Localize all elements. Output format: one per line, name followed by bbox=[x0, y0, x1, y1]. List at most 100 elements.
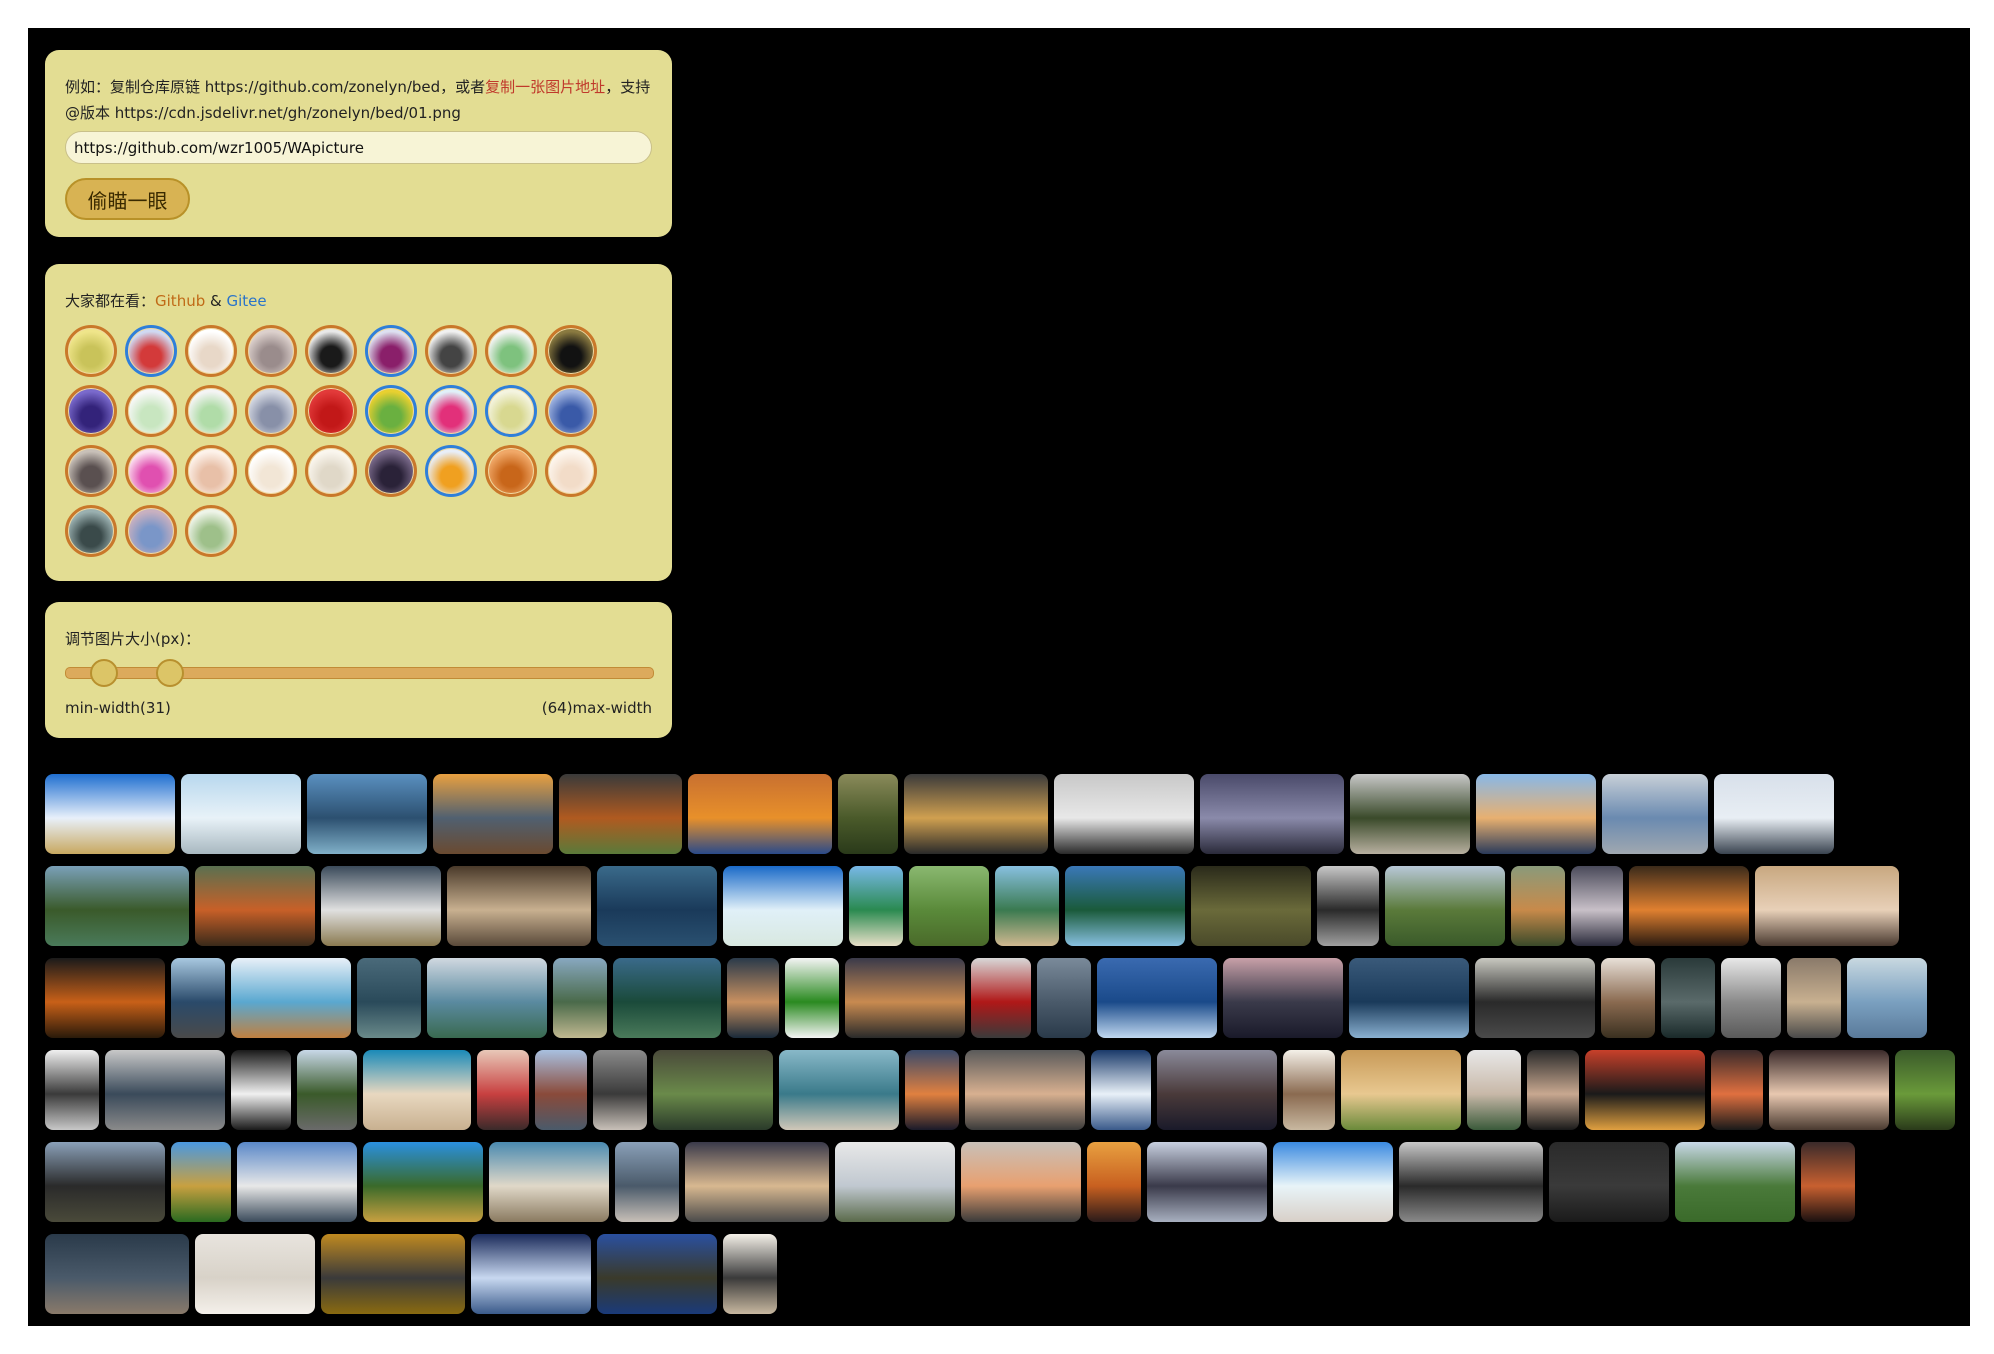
repo-avatar-icon[interactable] bbox=[185, 325, 237, 377]
gallery-thumbnail[interactable] bbox=[45, 866, 189, 946]
repo-avatar-icon[interactable] bbox=[185, 385, 237, 437]
gallery-thumbnail[interactable] bbox=[1054, 774, 1194, 854]
gallery-thumbnail[interactable] bbox=[535, 1050, 587, 1130]
repo-avatar-icon[interactable] bbox=[305, 385, 357, 437]
peek-button[interactable]: 偷瞄一眼 bbox=[65, 178, 190, 220]
gallery-thumbnail[interactable] bbox=[779, 1050, 899, 1130]
repo-avatar-icon[interactable] bbox=[485, 445, 537, 497]
gallery-thumbnail[interactable] bbox=[45, 1234, 189, 1314]
gallery-thumbnail[interactable] bbox=[961, 1142, 1081, 1222]
repo-avatar-icon[interactable] bbox=[425, 325, 477, 377]
gallery-thumbnail[interactable] bbox=[1629, 866, 1749, 946]
gallery-thumbnail[interactable] bbox=[1801, 1142, 1855, 1222]
copy-image-url-link[interactable]: 复制一张图片地址 bbox=[485, 78, 606, 96]
gallery-thumbnail[interactable] bbox=[1601, 958, 1655, 1038]
gallery-thumbnail[interactable] bbox=[1721, 958, 1781, 1038]
gallery-thumbnail[interactable] bbox=[427, 958, 547, 1038]
gallery-thumbnail[interactable] bbox=[1341, 1050, 1461, 1130]
gallery-thumbnail[interactable] bbox=[105, 1050, 225, 1130]
gallery-thumbnail[interactable] bbox=[1787, 958, 1841, 1038]
gallery-thumbnail[interactable] bbox=[613, 958, 721, 1038]
gallery-thumbnail[interactable] bbox=[1147, 1142, 1267, 1222]
repo-avatar-icon[interactable] bbox=[245, 325, 297, 377]
gallery-thumbnail[interactable] bbox=[171, 958, 225, 1038]
gallery-thumbnail[interactable] bbox=[45, 958, 165, 1038]
size-range-track[interactable] bbox=[65, 659, 654, 687]
gallery-thumbnail[interactable] bbox=[1527, 1050, 1579, 1130]
gallery-thumbnail[interactable] bbox=[835, 1142, 955, 1222]
gallery-thumbnail[interactable] bbox=[1157, 1050, 1277, 1130]
gallery-thumbnail[interactable] bbox=[1714, 774, 1834, 854]
gallery-thumbnail[interactable] bbox=[471, 1234, 591, 1314]
gallery-thumbnail[interactable] bbox=[307, 774, 427, 854]
gallery-thumbnail[interactable] bbox=[1847, 958, 1927, 1038]
gallery-thumbnail[interactable] bbox=[845, 958, 965, 1038]
gallery-thumbnail[interactable] bbox=[1602, 774, 1708, 854]
gallery-thumbnail[interactable] bbox=[1769, 1050, 1889, 1130]
gallery-thumbnail[interactable] bbox=[489, 1142, 609, 1222]
repo-avatar-icon[interactable] bbox=[425, 445, 477, 497]
gallery-thumbnail[interactable] bbox=[363, 1142, 483, 1222]
gallery-thumbnail[interactable] bbox=[653, 1050, 773, 1130]
gallery-thumbnail[interactable] bbox=[477, 1050, 529, 1130]
gallery-thumbnail[interactable] bbox=[904, 774, 1048, 854]
repo-avatar-icon[interactable] bbox=[125, 445, 177, 497]
gallery-thumbnail[interactable] bbox=[45, 1050, 99, 1130]
repo-avatar-icon[interactable] bbox=[545, 445, 597, 497]
gallery-thumbnail[interactable] bbox=[1549, 1142, 1669, 1222]
gallery-thumbnail[interactable] bbox=[838, 774, 898, 854]
gallery-thumbnail[interactable] bbox=[1097, 958, 1217, 1038]
gallery-thumbnail[interactable] bbox=[1399, 1142, 1543, 1222]
repo-avatar-icon[interactable] bbox=[185, 505, 237, 557]
gallery-thumbnail[interactable] bbox=[1273, 1142, 1393, 1222]
gallery-thumbnail[interactable] bbox=[1191, 866, 1311, 946]
gallery-thumbnail[interactable] bbox=[1065, 866, 1185, 946]
gallery-thumbnail[interactable] bbox=[1223, 958, 1343, 1038]
gallery-thumbnail[interactable] bbox=[559, 774, 682, 854]
repo-avatar-icon[interactable] bbox=[125, 385, 177, 437]
gallery-thumbnail[interactable] bbox=[1087, 1142, 1141, 1222]
gallery-thumbnail[interactable] bbox=[597, 1234, 717, 1314]
gallery-thumbnail[interactable] bbox=[321, 866, 441, 946]
gallery-thumbnail[interactable] bbox=[1317, 866, 1379, 946]
gallery-thumbnail[interactable] bbox=[363, 1050, 471, 1130]
gallery-thumbnail[interactable] bbox=[965, 1050, 1085, 1130]
gallery-thumbnail[interactable] bbox=[597, 866, 717, 946]
gallery-thumbnail[interactable] bbox=[1661, 958, 1715, 1038]
repo-avatar-icon[interactable] bbox=[425, 385, 477, 437]
gallery-thumbnail[interactable] bbox=[1711, 1050, 1763, 1130]
min-width-handle[interactable] bbox=[90, 659, 118, 687]
repo-avatar-icon[interactable] bbox=[545, 325, 597, 377]
gallery-thumbnail[interactable] bbox=[181, 774, 301, 854]
gallery-thumbnail[interactable] bbox=[231, 958, 351, 1038]
gallery-thumbnail[interactable] bbox=[905, 1050, 959, 1130]
gallery-thumbnail[interactable] bbox=[1283, 1050, 1335, 1130]
gallery-thumbnail[interactable] bbox=[297, 1050, 357, 1130]
gallery-thumbnail[interactable] bbox=[849, 866, 903, 946]
gallery-thumbnail[interactable] bbox=[1091, 1050, 1151, 1130]
repo-url-input[interactable] bbox=[65, 131, 652, 164]
gallery-thumbnail[interactable] bbox=[1200, 774, 1344, 854]
gallery-thumbnail[interactable] bbox=[685, 1142, 829, 1222]
repo-avatar-icon[interactable] bbox=[185, 445, 237, 497]
gallery-thumbnail[interactable] bbox=[171, 1142, 231, 1222]
gallery-thumbnail[interactable] bbox=[1037, 958, 1091, 1038]
gallery-thumbnail[interactable] bbox=[785, 958, 839, 1038]
gallery-thumbnail[interactable] bbox=[231, 1050, 291, 1130]
gallery-thumbnail[interactable] bbox=[995, 866, 1059, 946]
gallery-thumbnail[interactable] bbox=[1511, 866, 1565, 946]
gallery-thumbnail[interactable] bbox=[1675, 1142, 1795, 1222]
repo-avatar-icon[interactable] bbox=[65, 385, 117, 437]
repo-avatar-icon[interactable] bbox=[365, 385, 417, 437]
repo-avatar-icon[interactable] bbox=[125, 505, 177, 557]
repo-avatar-icon[interactable] bbox=[65, 505, 117, 557]
repo-avatar-icon[interactable] bbox=[305, 445, 357, 497]
gallery-thumbnail[interactable] bbox=[593, 1050, 647, 1130]
gallery-thumbnail[interactable] bbox=[237, 1142, 357, 1222]
repo-avatar-icon[interactable] bbox=[305, 325, 357, 377]
gallery-thumbnail[interactable] bbox=[195, 1234, 315, 1314]
repo-avatar-icon[interactable] bbox=[365, 445, 417, 497]
gallery-thumbnail[interactable] bbox=[909, 866, 989, 946]
gallery-thumbnail[interactable] bbox=[1467, 1050, 1521, 1130]
gallery-thumbnail[interactable] bbox=[615, 1142, 679, 1222]
